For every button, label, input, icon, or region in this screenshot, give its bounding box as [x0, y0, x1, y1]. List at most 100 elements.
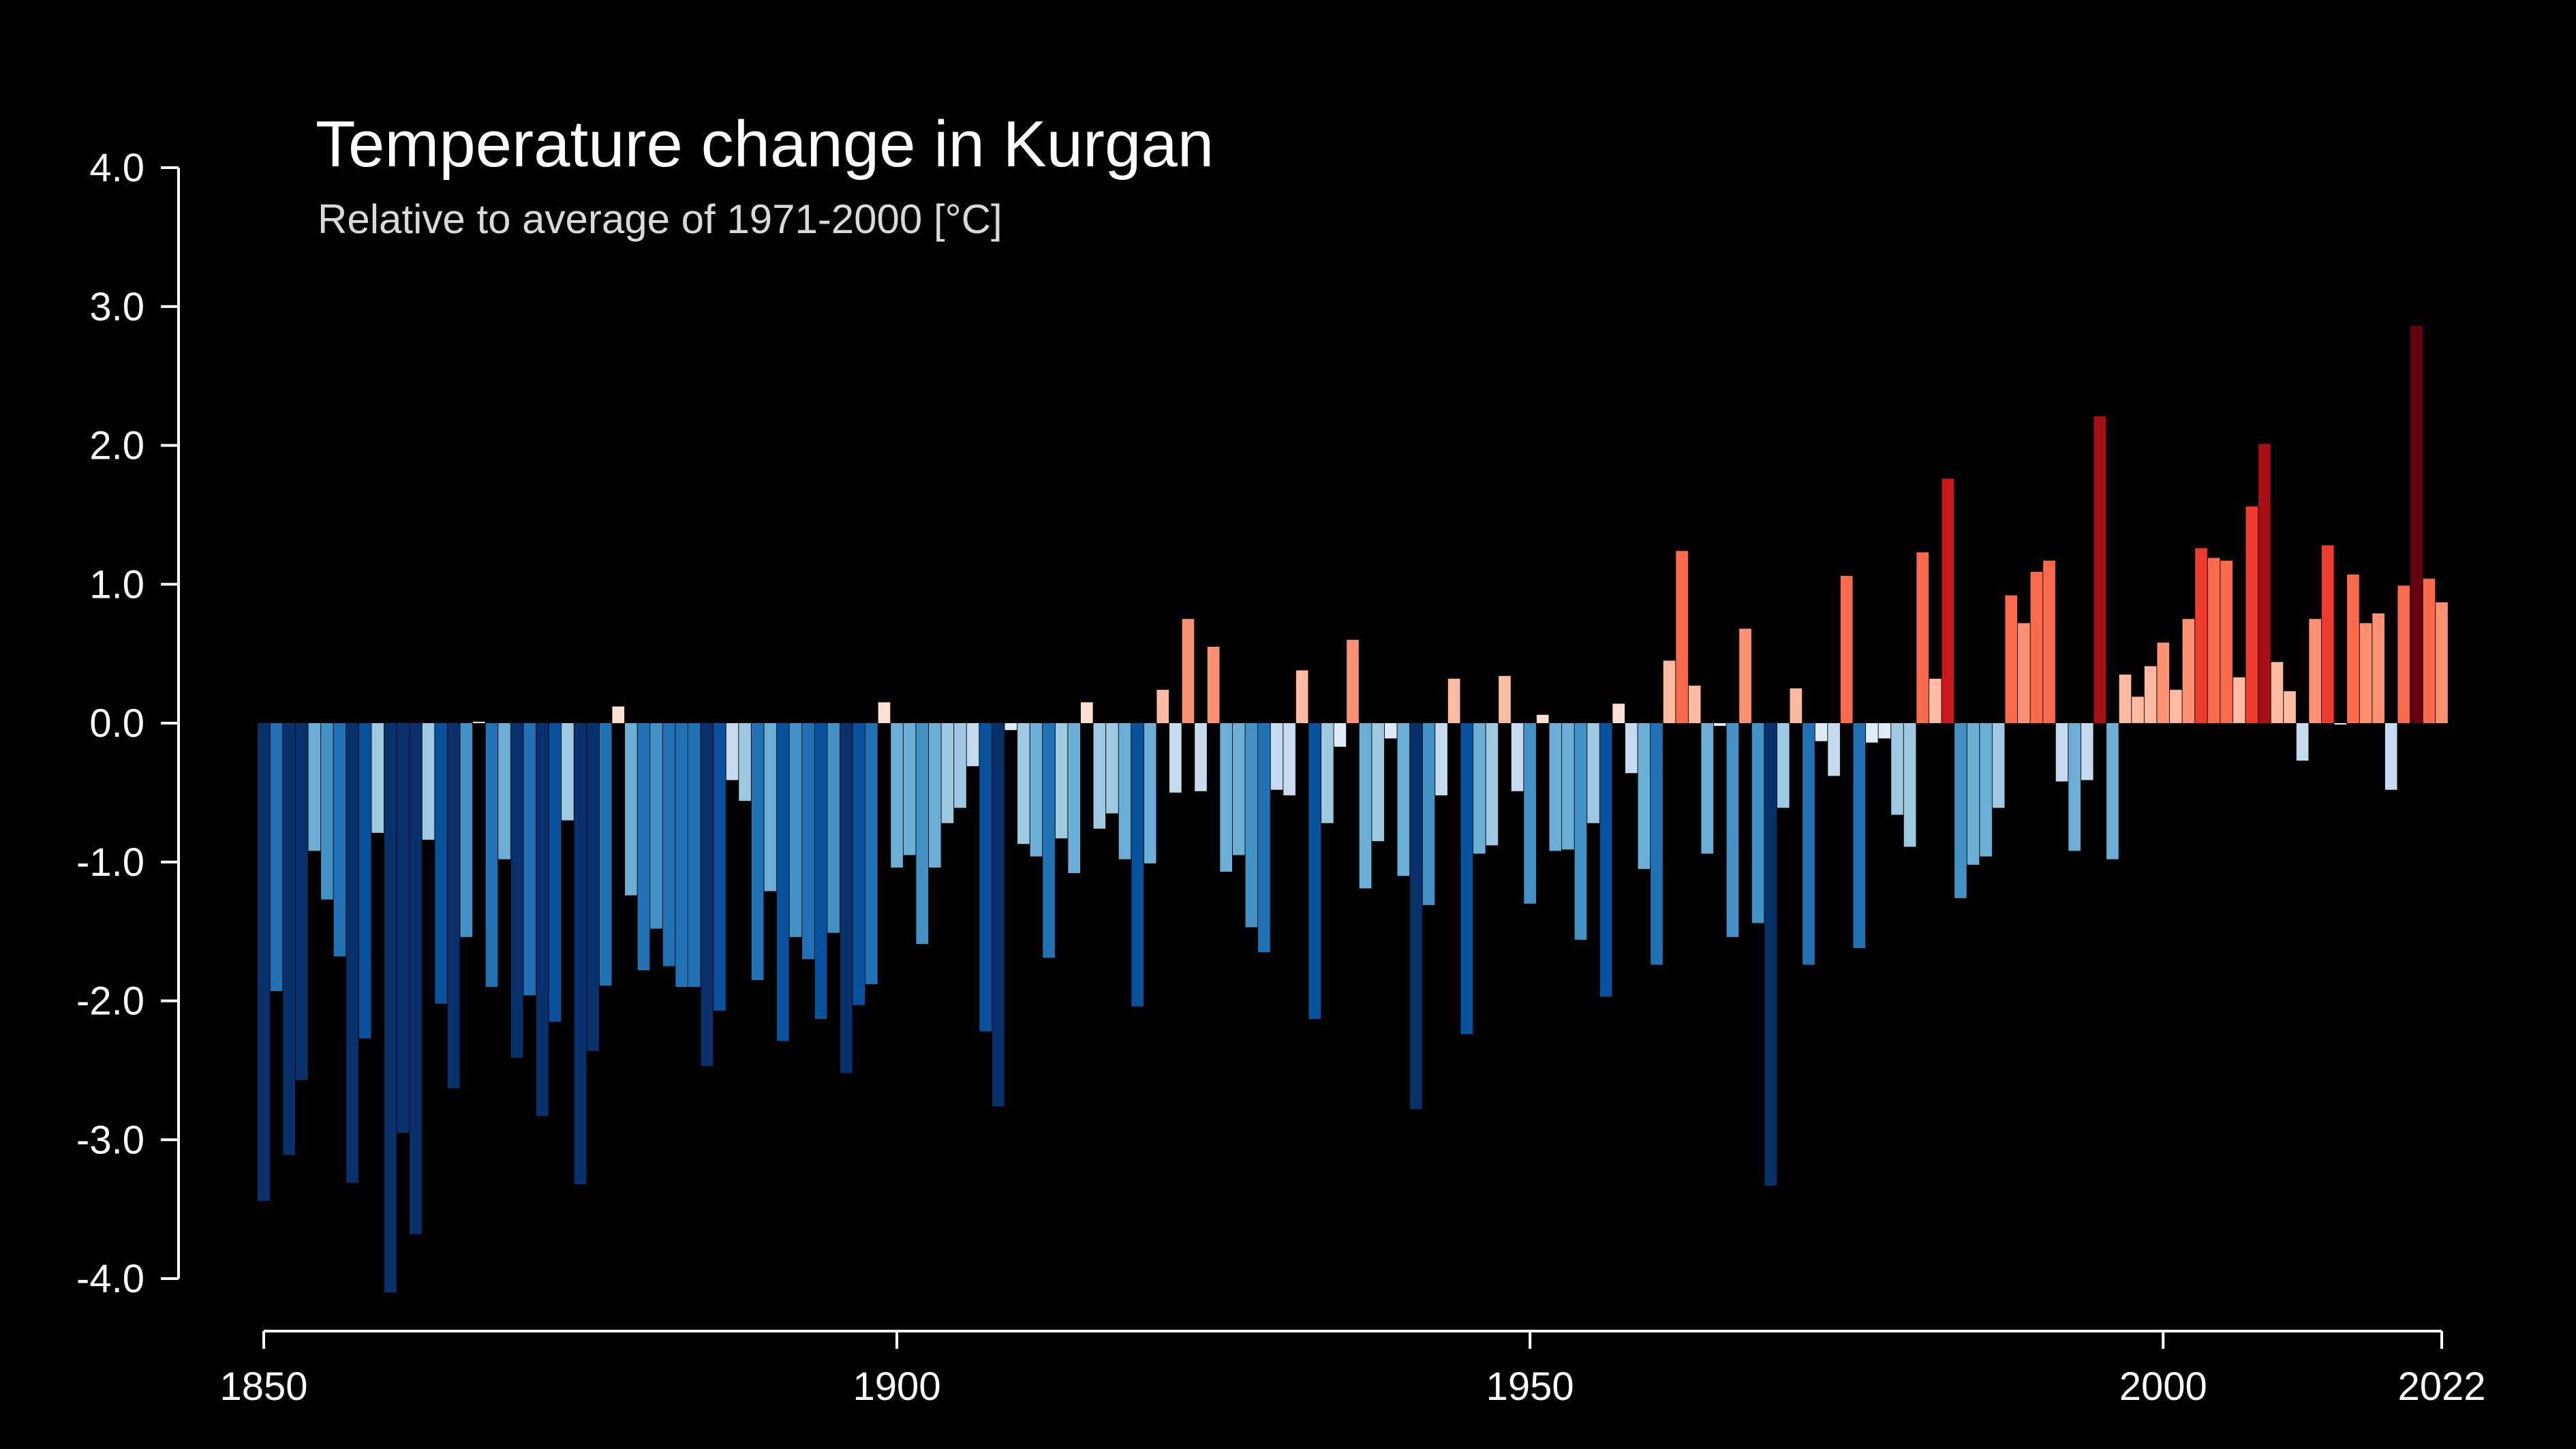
bar-1855: [321, 723, 333, 900]
bar-1990: [2030, 571, 2043, 723]
bar-2021: [2423, 579, 2436, 723]
bar-1909: [1005, 723, 1017, 731]
bar-1868: [485, 723, 498, 988]
bar-1902: [916, 723, 929, 944]
bar-1967: [1739, 628, 1751, 723]
bar-2019: [2397, 585, 2410, 723]
x-tick-label: 1900: [853, 1364, 941, 1409]
bar-1920: [1144, 723, 1156, 864]
bar-2003: [2195, 548, 2207, 723]
bar-1933: [1308, 723, 1321, 1019]
chart-title: Temperature change in Kurgan: [316, 108, 1214, 181]
bar-2013: [2321, 545, 2334, 723]
bar-1851: [270, 723, 283, 992]
bar-1903: [928, 723, 941, 868]
bar-1910: [1017, 723, 1030, 844]
bar-1935: [1334, 723, 1347, 747]
bar-1924: [1195, 723, 1207, 791]
bar-1999: [2144, 666, 2157, 723]
bar-1893: [802, 723, 814, 960]
bar-1987: [1992, 723, 2005, 808]
bar-1905: [954, 723, 966, 808]
bar-1936: [1347, 639, 1359, 723]
bar-1876: [587, 723, 599, 1051]
bar-1875: [574, 723, 587, 1185]
bar-1911: [1030, 723, 1043, 857]
bar-2008: [2258, 444, 2271, 723]
bar-1963: [1688, 685, 1701, 723]
bar-1948: [1499, 675, 1511, 723]
bar-1894: [814, 723, 827, 1019]
bar-1869: [498, 723, 510, 859]
bar-1884: [688, 723, 701, 988]
bar-1877: [599, 723, 612, 986]
bar-2012: [2309, 619, 2322, 723]
x-axis: 1850 1900 1950 2000 2022: [219, 1330, 2486, 1409]
bar-1996: [2106, 723, 2119, 859]
bar-2007: [2245, 506, 2258, 723]
bar-2017: [2372, 613, 2385, 723]
bar-1878: [612, 706, 625, 723]
y-tick-label: 4.0: [89, 146, 144, 190]
bar-1850: [258, 723, 270, 1201]
x-tick-label: 2000: [2119, 1364, 2207, 1409]
bar-1925: [1207, 646, 1220, 723]
bar-2004: [2207, 558, 2220, 723]
bar-2014: [2334, 723, 2347, 725]
bar-1993: [2068, 723, 2081, 851]
bar-1983: [1942, 478, 1954, 723]
bar-1895: [827, 723, 840, 933]
bar-1979: [1891, 723, 1903, 815]
bar-1917: [1106, 723, 1118, 814]
bar-1918: [1118, 723, 1131, 859]
bar-1972: [1803, 723, 1815, 965]
bar-1874: [562, 723, 574, 821]
bar-1982: [1929, 678, 1942, 723]
bar-1944: [1447, 678, 1460, 723]
bar-1852: [283, 723, 295, 1155]
bar-1942: [1422, 723, 1435, 905]
bar-1881: [650, 723, 662, 929]
bar-2002: [2182, 619, 2195, 723]
bar-1970: [1777, 723, 1790, 808]
bar-1871: [523, 723, 536, 996]
bar-1960: [1651, 723, 1663, 965]
bar-1969: [1764, 723, 1777, 1186]
bar-1947: [1486, 723, 1499, 846]
bar-2001: [2169, 690, 2182, 723]
bar-2020: [2410, 326, 2423, 723]
y-tick-label: -1.0: [76, 840, 144, 885]
bar-1891: [777, 723, 789, 1041]
bar-1985: [1967, 723, 1980, 865]
bar-1986: [1980, 723, 1992, 857]
bar-1934: [1321, 723, 1334, 823]
bar-1961: [1663, 660, 1676, 723]
bar-1939: [1384, 723, 1397, 739]
bar-1965: [1714, 723, 1726, 727]
bar-2010: [2284, 691, 2296, 723]
bar-1886: [714, 723, 726, 1011]
bar-1904: [941, 723, 954, 823]
bar-1863: [422, 723, 435, 840]
bar-1922: [1169, 723, 1182, 793]
bar-1853: [295, 723, 308, 1080]
bars-group: [258, 326, 2448, 1293]
bar-1966: [1726, 723, 1739, 937]
bar-1860: [384, 723, 397, 1293]
x-tick-label: 1850: [219, 1364, 307, 1409]
bar-1899: [878, 702, 891, 723]
bar-1946: [1473, 723, 1486, 854]
bar-1896: [840, 723, 853, 1073]
bar-1912: [1043, 723, 1055, 958]
bar-1908: [992, 723, 1005, 1107]
bar-1975: [1840, 576, 1853, 723]
bar-1984: [1954, 723, 1967, 898]
bar-1977: [1866, 723, 1878, 743]
bar-1889: [751, 723, 764, 980]
bar-1981: [1916, 552, 1929, 723]
bar-1974: [1828, 723, 1840, 776]
bar-1958: [1625, 723, 1638, 774]
bar-1951: [1536, 714, 1549, 723]
bar-1879: [625, 723, 637, 896]
